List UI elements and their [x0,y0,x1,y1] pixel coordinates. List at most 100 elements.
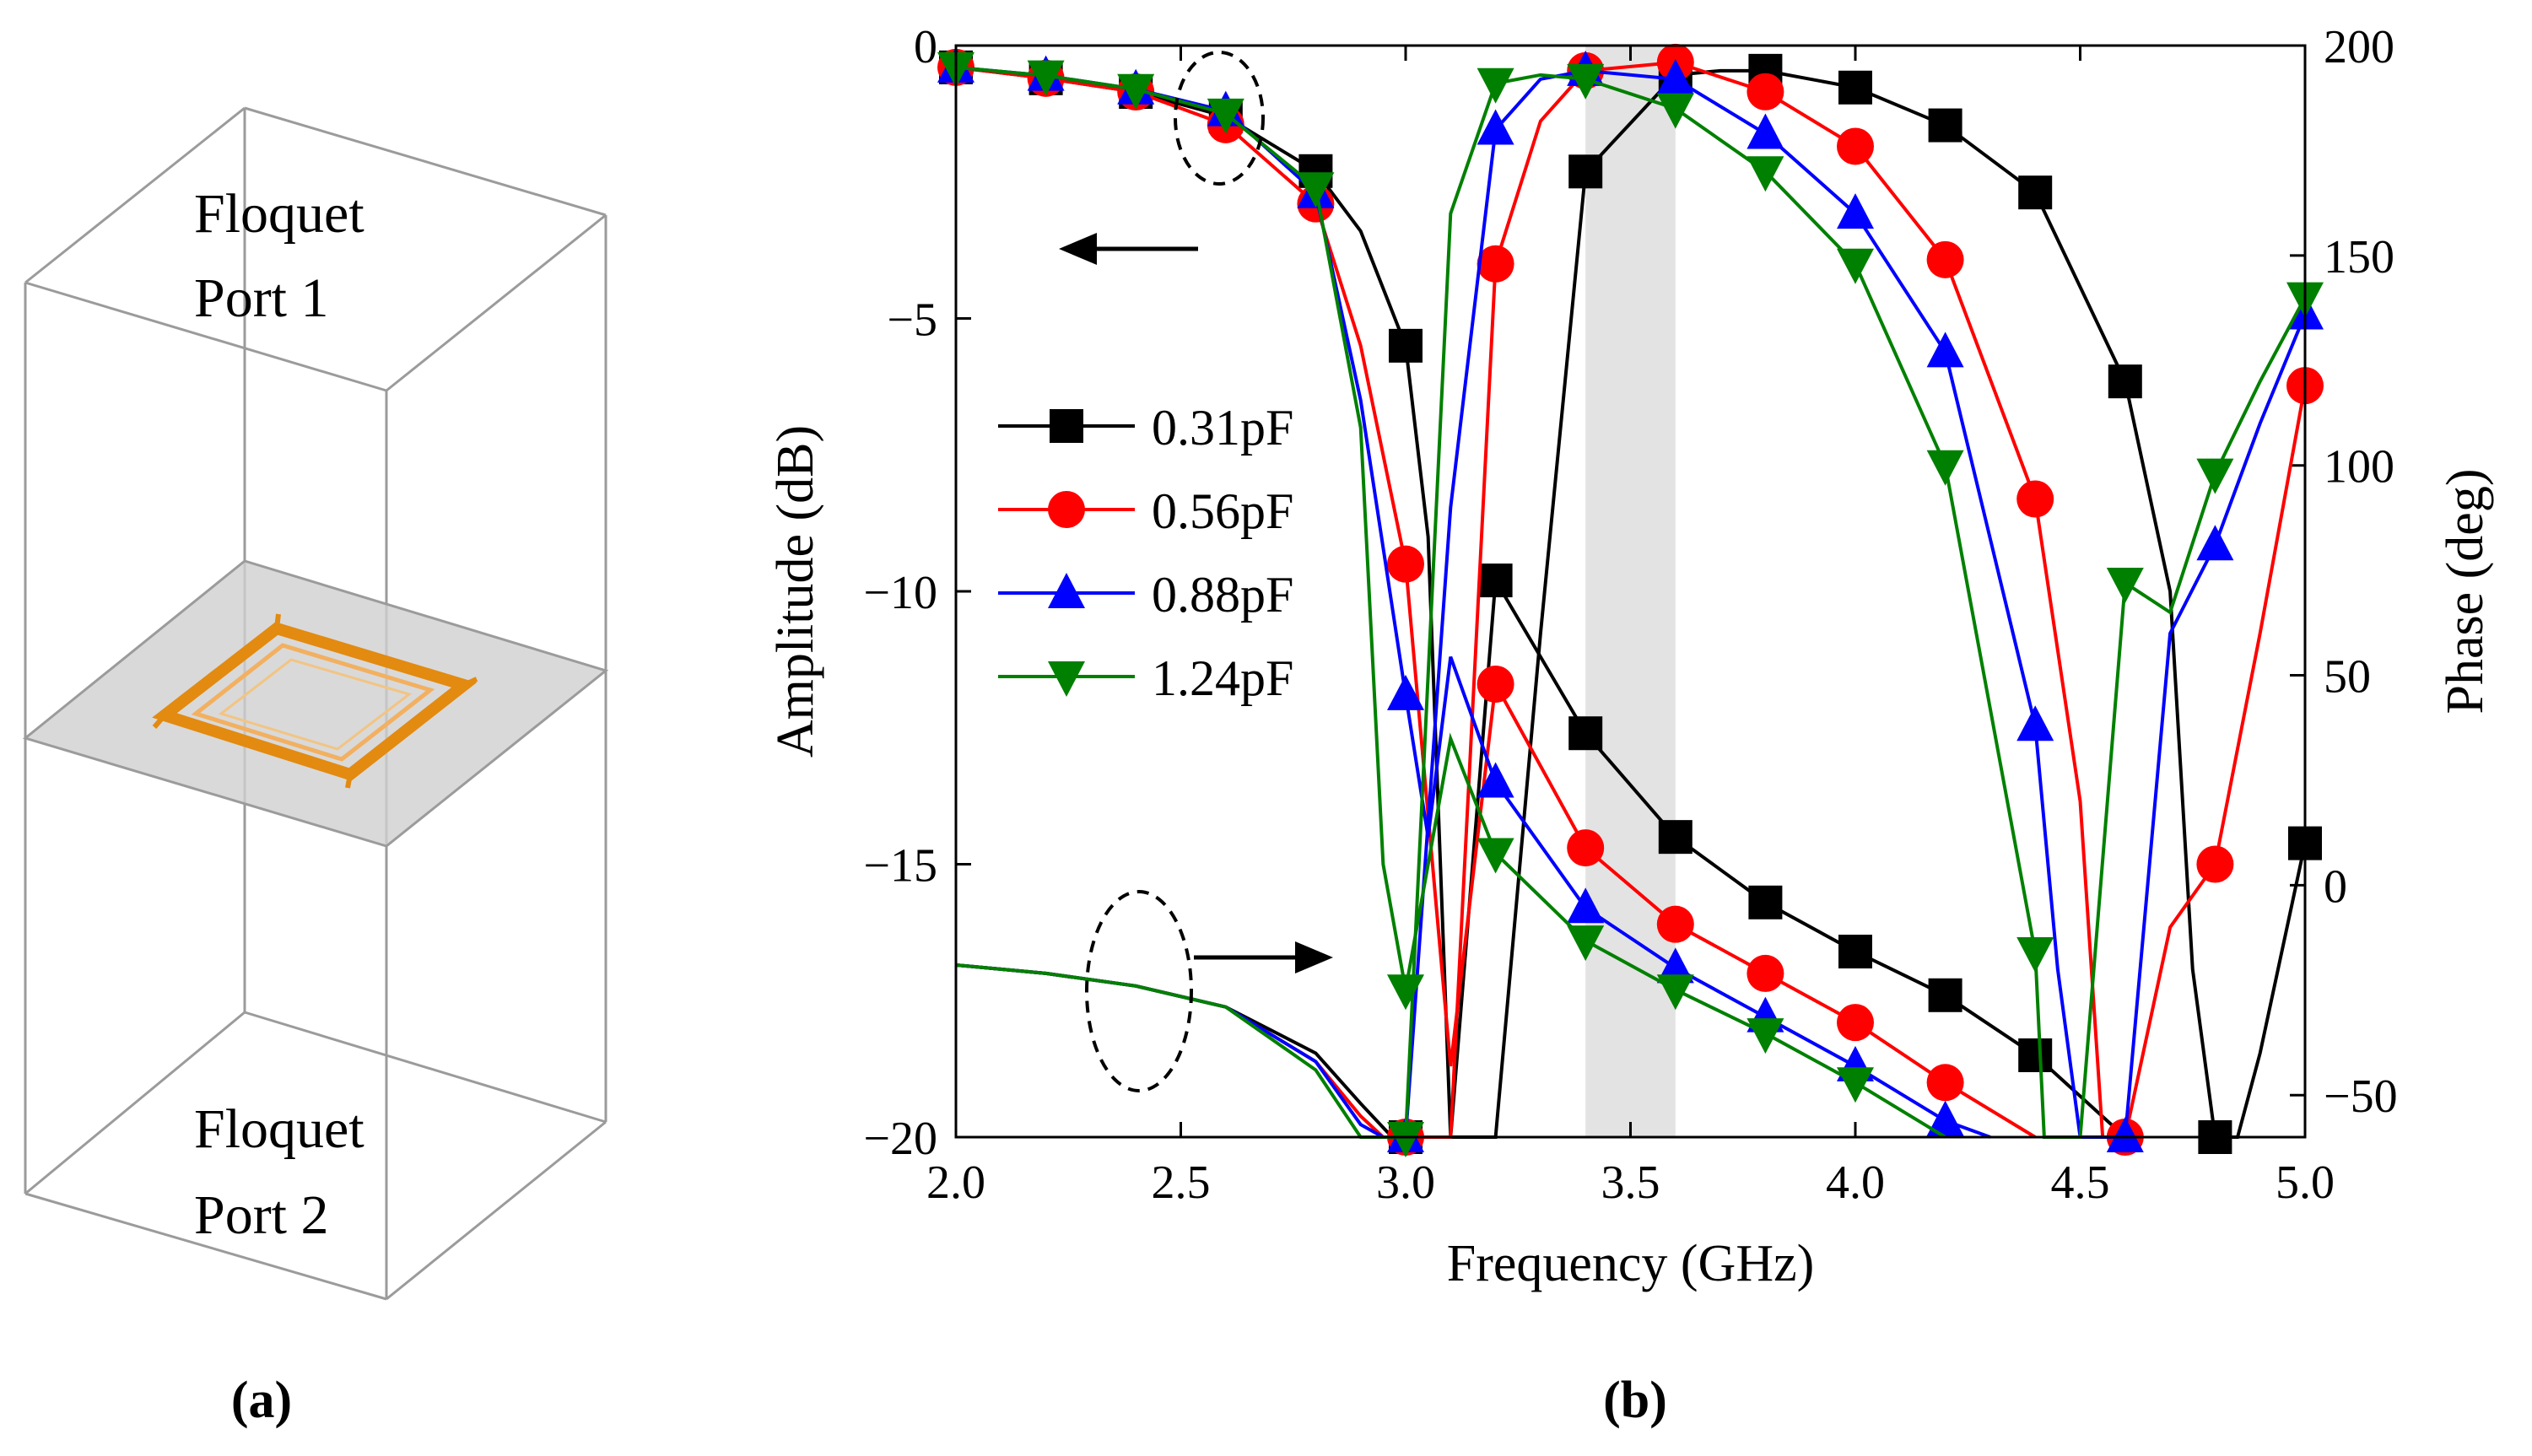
dashed-ellipse-amplitude [1174,51,1265,186]
phase-point [1477,109,1514,145]
y-tick-label: −15 [863,840,937,892]
port1-label-line1: Floquet [194,183,364,245]
x-axis-label: Frequency (GHz) [1447,1235,1815,1292]
left-arrow-head [1059,233,1097,265]
amplitude-point [1928,978,1962,1012]
y2-tick-label: 200 [2324,21,2394,73]
amplitude-point [1027,60,1065,96]
y2-tick-label: 50 [2324,651,2371,704]
y2-tick-label: −50 [2324,1070,2398,1123]
amplitude-point [1746,1018,1784,1054]
amplitude-point [1567,829,1605,867]
phase-point [1926,240,1964,278]
legend-label: 0.88pF [1152,567,1293,623]
x-tick-label: 2.5 [1152,1157,1211,1209]
phase-point [2016,480,2054,518]
amplitude-point [1389,328,1423,363]
series-c124 [937,51,2324,1157]
phase-point [1837,248,1874,284]
amplitude-point [1477,762,1514,798]
port2-label-line2: Port 2 [194,1184,329,1246]
amplitude-point [1567,887,1605,924]
legend: 0.31pF 0.56pF 0.88pF 1.24pF [998,400,1293,706]
caption-a: (a) [231,1372,292,1429]
amplitude-point [1477,665,1514,703]
y-tick-label: −5 [887,294,937,347]
phase-point [1656,93,1694,129]
x-tick-label: 3.0 [1376,1157,1435,1209]
chart-axes: 2.0 2.5 3.0 3.5 4.0 4.5 5.0 0 −5 −10 −15 −20 200 150 1… [863,21,2397,1209]
amplitude-point [1297,172,1335,208]
legend-marker [1048,661,1085,697]
x-tick-label: 5.0 [2276,1157,2335,1209]
phase-point [2016,937,2054,973]
amplitude-point [1387,674,1424,710]
legend-label: 0.56pF [1152,483,1293,539]
phase-point [1837,193,1874,229]
caption-b: (b) [1603,1372,1667,1429]
phase-point [2196,525,2234,561]
plot-frame [954,44,2307,1139]
amplitude-point [1926,1064,1964,1102]
amplitude-point [1838,935,1872,969]
amplitude-point [1746,954,1784,992]
amplitude-point [1748,885,1783,919]
amplitude-line [955,65,2127,1139]
amplitude-point [1658,820,1692,855]
series-layer [937,43,2324,1157]
amplitude-point [1837,1004,1874,1042]
shaded-band [1585,46,1676,1137]
legend-label: 1.24pF [1152,650,1293,706]
legend-marker [1048,491,1085,528]
phase-point [1928,108,1962,143]
x-tick-label: 4.5 [2051,1157,2110,1209]
phase-point [2108,364,2142,399]
amplitude-line [955,65,2037,1139]
amplitude-point [1387,974,1424,1011]
phase-point [1746,73,1784,111]
phase-point [1926,450,1964,486]
phase-point [2106,1117,2144,1152]
phase-point [2018,175,2053,210]
phase-point [1568,154,1603,189]
x-tick-label: 3.5 [1601,1157,1660,1209]
amplitude-point [1477,838,1514,874]
phase-point [1477,67,1514,104]
amplitude-point [1568,716,1603,751]
amplitude-point [1656,947,1694,984]
amplitude-point [1387,545,1424,583]
phase-point [1656,58,1694,94]
y2-tick-label: 100 [2324,441,2394,493]
panel-a-schematic: Floquet Port 1 Floquet Port 2 (a) [22,106,609,1429]
amplitude-point [1207,98,1244,134]
amplitude-point [1926,1100,1964,1136]
unit-cell-resonator [152,613,478,789]
port2-label-line1: Floquet [194,1098,364,1160]
dashed-ellipse-phase [1085,890,1193,1092]
panel-b-chart: 2.0 2.5 3.0 3.5 4.0 4.5 5.0 0 −5 −10 −15 −20 200 150 1… [767,21,2494,1429]
amplitude-point [1656,905,1694,943]
phase-point [2196,845,2234,883]
amplitude-point [1656,974,1694,1011]
legend-label: 0.31pF [1152,400,1293,456]
y-axis-label: Amplitude (dB) [767,425,824,758]
phase-point [2196,458,2234,494]
phase-point [1746,156,1784,192]
x-tick-label: 4.0 [1826,1157,1885,1209]
phase-point [1837,127,1874,165]
phase-point [1926,332,1964,368]
phase-point [2016,705,2054,741]
phase-line [955,68,2307,1139]
amplitude-point [1117,73,1155,110]
annotations [1059,51,1333,1092]
phase-point [1838,70,1872,105]
port1-label-line2: Port 1 [194,267,329,329]
phase-point [1746,113,1784,149]
y-tick-label: −20 [863,1113,937,1165]
amplitude-point [1837,1067,1874,1103]
legend-marker [1048,573,1085,608]
substrate-plane [22,559,609,848]
amplitude-point [2018,1038,2053,1072]
phase-point [1387,1122,1424,1157]
